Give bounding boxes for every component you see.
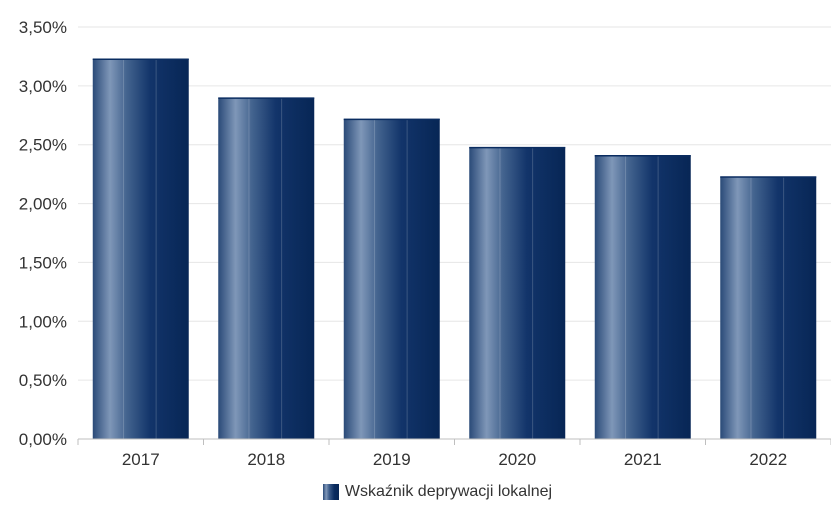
y-tick-label: 3,00% bbox=[19, 77, 67, 96]
x-tick-label: 2018 bbox=[247, 450, 285, 469]
x-tick-label: 2022 bbox=[749, 450, 787, 469]
legend: Wskaźnik deprywacji lokalnej bbox=[22, 483, 831, 501]
gridlines bbox=[78, 26, 831, 381]
y-axis-ticks: 0,00% 0,50% 1,00% 1,50% 2,00% 2,50% 3,00% 3,50% bbox=[19, 18, 67, 449]
y-tick-label: 0,50% bbox=[19, 371, 67, 390]
y-tick-label: 3,50% bbox=[19, 18, 67, 37]
legend-swatch bbox=[322, 484, 339, 500]
x-axis-ticks: 2017 2018 2019 2020 2021 2022 bbox=[77, 439, 831, 469]
x-tick-label: 2020 bbox=[498, 450, 536, 469]
y-tick-label: 1,00% bbox=[19, 312, 67, 331]
y-tick-label: 2,50% bbox=[19, 136, 67, 155]
y-tick-label: 2,00% bbox=[19, 195, 67, 214]
x-tick-label: 2019 bbox=[373, 450, 411, 469]
bar-2020 bbox=[469, 147, 566, 439]
bar-2021 bbox=[594, 155, 691, 439]
x-tick-label: 2021 bbox=[624, 450, 662, 469]
bar-2019 bbox=[343, 118, 440, 440]
y-tick-label: 1,50% bbox=[19, 253, 67, 272]
bar-2018 bbox=[218, 97, 315, 439]
y-tick-label: 0,00% bbox=[19, 430, 67, 449]
bar-2022 bbox=[720, 176, 817, 440]
bar-2017 bbox=[92, 58, 189, 439]
bars bbox=[92, 58, 817, 440]
x-tick-label: 2017 bbox=[122, 450, 160, 469]
legend-label: Wskaźnik deprywacji lokalnej bbox=[344, 483, 553, 500]
